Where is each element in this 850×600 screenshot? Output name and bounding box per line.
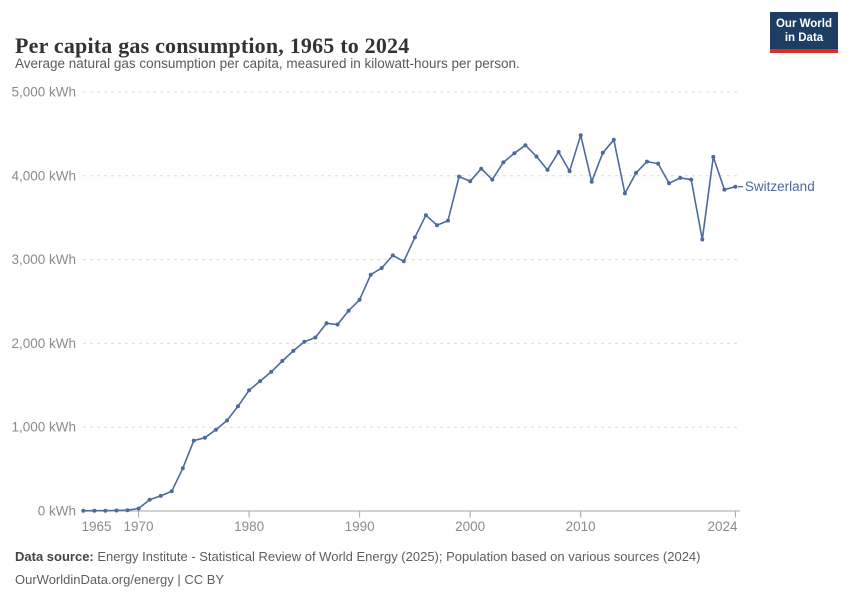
data-point (501, 160, 506, 165)
data-point (523, 143, 528, 148)
chart-subtitle: Average natural gas consumption per capi… (15, 56, 520, 71)
data-point (589, 179, 594, 184)
data-point (656, 161, 661, 166)
data-point (180, 466, 185, 471)
data-point (114, 508, 119, 513)
data-point (700, 237, 705, 242)
data-point (667, 181, 672, 186)
data-point (125, 508, 130, 513)
data-point (147, 497, 152, 502)
data-point (435, 223, 439, 228)
x-axis-tick-label: 2000 (455, 519, 485, 534)
data-point (379, 266, 384, 270)
series-end-label[interactable]: Switzerland (745, 179, 815, 194)
x-axis-tick-label: 1970 (124, 519, 154, 534)
data-point (678, 175, 683, 180)
data-point (711, 154, 716, 159)
data-source-text: Energy Institute - Statistical Review of… (93, 549, 701, 564)
data-point (479, 166, 484, 171)
page-title: Per capita gas consumption, 1965 to 2024 (15, 32, 410, 58)
data-point (335, 322, 340, 327)
data-point (567, 169, 572, 174)
y-axis-tick-label: 1,000 kWh (11, 420, 76, 435)
data-point (81, 508, 86, 513)
data-point (534, 154, 539, 159)
data-point (225, 418, 229, 423)
y-axis-tick-label: 5,000 kWh (11, 85, 76, 100)
data-source-line: Data source: Energy Institute - Statisti… (15, 545, 700, 568)
y-axis-tick-label: 4,000 kWh (11, 168, 76, 183)
data-point (457, 174, 462, 179)
owid-logo-line2: in Data (784, 32, 824, 44)
data-point (280, 359, 285, 363)
data-point (722, 187, 727, 192)
data-point (412, 235, 417, 240)
y-axis-tick-label: 0 kWh (38, 504, 76, 519)
data-point (468, 179, 473, 184)
data-point (634, 170, 638, 175)
data-point (423, 213, 428, 218)
data-point (103, 508, 108, 513)
data-point (600, 150, 605, 155)
series-line (82, 134, 737, 512)
data-point (247, 388, 252, 393)
data-point (236, 404, 240, 409)
x-axis-tick-label: 1980 (234, 519, 264, 534)
data-point (202, 435, 207, 440)
data-point (169, 489, 174, 494)
data-point (302, 339, 307, 344)
data-point (346, 308, 351, 313)
y-axis-tick-label: 2,000 kWh (11, 336, 76, 351)
data-point (545, 167, 550, 172)
data-point (446, 218, 450, 223)
data-point (512, 151, 517, 156)
x-axis-tick-label: 1990 (345, 519, 375, 534)
data-point (689, 177, 694, 182)
data-point (611, 137, 616, 142)
data-point (401, 259, 406, 264)
data-point (357, 297, 362, 302)
owid-logo[interactable]: Our World in Data (770, 12, 838, 53)
data-point (191, 438, 196, 443)
data-point (313, 335, 318, 340)
x-axis-tick-label: 2024 (707, 519, 738, 534)
data-source-label: Data source: (15, 549, 94, 564)
license-line[interactable]: OurWorldinData.org/energy | CC BY (15, 572, 225, 587)
data-point (158, 493, 163, 498)
data-point (136, 506, 141, 511)
chart-footer: Data source: Energy Institute - Statisti… (15, 545, 700, 591)
data-point (258, 379, 263, 384)
data-point (578, 133, 583, 138)
y-axis-tick-label: 3,000 kWh (11, 252, 76, 267)
data-point (291, 348, 296, 353)
owid-logo-line1: Our World (775, 18, 832, 30)
x-axis-tick-label: 2010 (566, 519, 596, 534)
data-point (269, 369, 274, 374)
x-axis-tick-label: 1965 (81, 519, 111, 534)
data-point (490, 177, 495, 182)
data-point (645, 159, 649, 164)
data-point (556, 149, 561, 154)
data-point (733, 184, 738, 189)
data-point (92, 508, 97, 513)
data-point (213, 427, 218, 432)
data-point (390, 253, 395, 258)
data-point (368, 272, 373, 277)
data-point (324, 321, 329, 326)
data-point (622, 191, 627, 196)
